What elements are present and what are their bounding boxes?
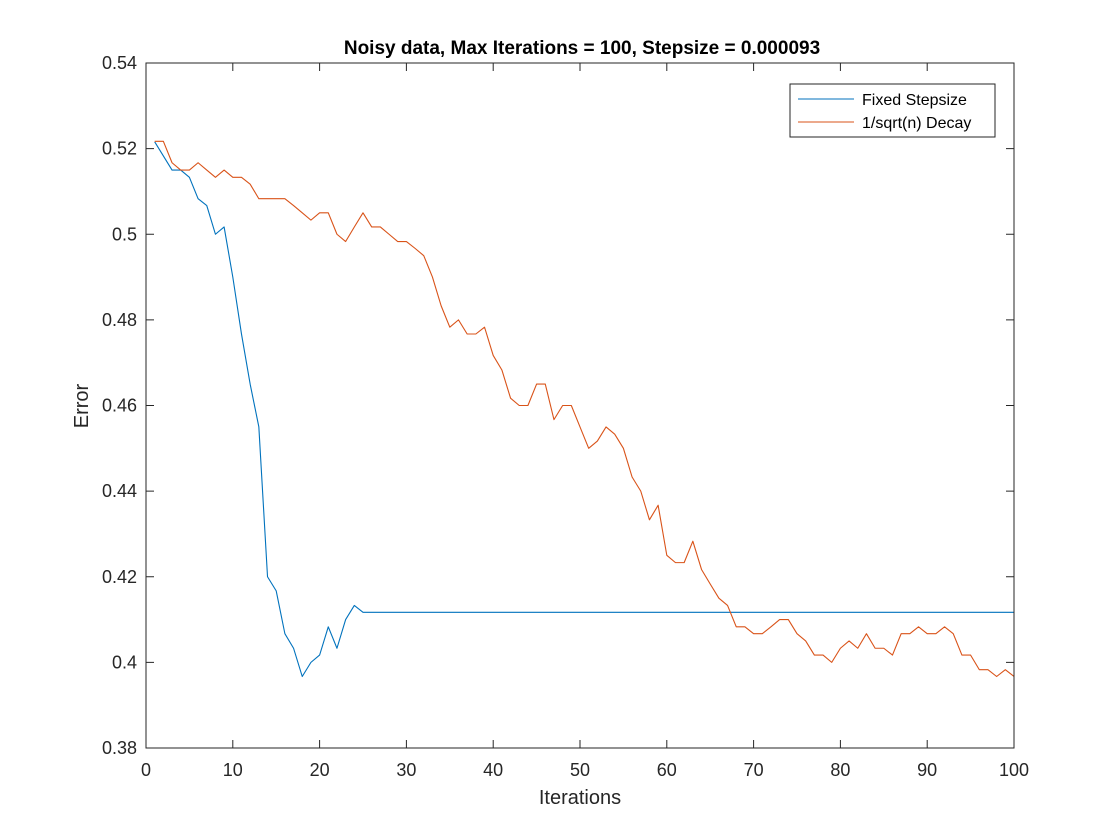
- y-tick-label: 0.48: [102, 310, 137, 330]
- x-tick-label: 60: [657, 760, 677, 780]
- legend: Fixed Stepsize 1/sqrt(n) Decay: [789, 83, 996, 138]
- y-tick-label: 0.46: [102, 396, 137, 416]
- x-axis-label: Iterations: [539, 787, 621, 809]
- x-tick-label: 50: [570, 760, 590, 780]
- y-tick-label: 0.44: [102, 481, 137, 501]
- series-line-1: [154, 141, 1014, 678]
- x-tick-label: 90: [917, 760, 937, 780]
- y-tick-label: 0.5: [112, 224, 137, 244]
- x-tick-label: 40: [483, 760, 503, 780]
- chart-title: Noisy data, Max Iterations = 100, Stepsi…: [344, 38, 820, 59]
- x-tick-label: 80: [830, 760, 850, 780]
- x-tick-label: 100: [999, 760, 1029, 780]
- legend-label-1: Fixed Stepsize: [862, 92, 967, 109]
- y-tick-label: 0.4: [112, 652, 137, 672]
- y-tick-label: 0.42: [102, 567, 137, 587]
- y-tick-label: 0.52: [102, 139, 137, 159]
- y-axis-label: Error: [71, 383, 93, 428]
- legend-label-2: 1/sqrt(n) Decay: [862, 115, 971, 132]
- y-tick-label: 0.54: [102, 53, 137, 73]
- y-tick-label: 0.38: [102, 738, 137, 758]
- legend-box: [789, 83, 996, 138]
- x-tick-label: 70: [744, 760, 764, 780]
- x-tick-label: 20: [310, 760, 330, 780]
- x-tick-label: 30: [396, 760, 416, 780]
- plot-background: [146, 63, 1014, 748]
- plot-area: 0 10 20 30 40 50 60 70 80 90 100 0.38 0.4 0.42 0.44 0.4…: [102, 53, 1029, 780]
- x-tick-label: 10: [223, 760, 243, 780]
- series-line-2: [154, 140, 1014, 678]
- x-tick-label: 0: [141, 760, 151, 780]
